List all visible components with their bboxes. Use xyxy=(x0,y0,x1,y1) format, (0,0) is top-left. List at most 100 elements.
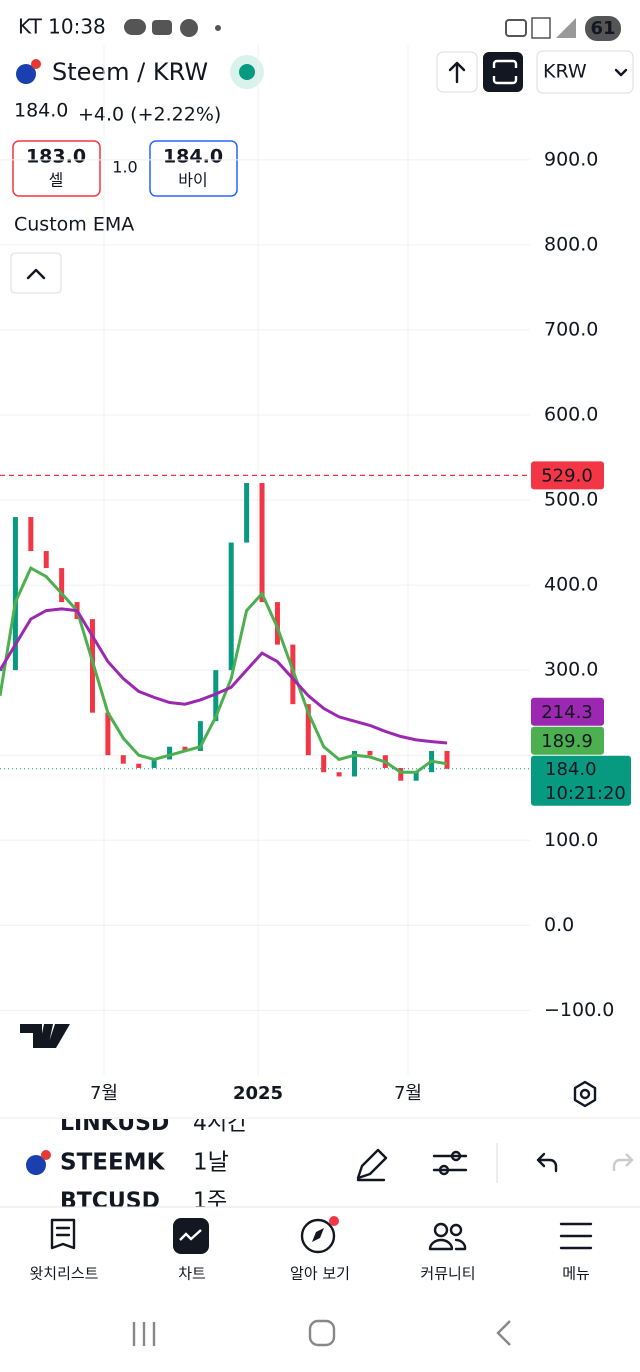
candle xyxy=(167,746,173,760)
candle xyxy=(336,772,342,777)
badge xyxy=(329,1216,339,1226)
icon xyxy=(448,61,466,84)
price-line-label: 529.0 xyxy=(541,465,593,486)
nav-label[interactable]: 알아 보기 xyxy=(290,1265,350,1283)
y-tick-label: 500.0 xyxy=(544,489,598,511)
countdown: 10:21:20 xyxy=(545,783,626,804)
flag xyxy=(41,1150,51,1160)
candle xyxy=(367,750,373,756)
currency: KRW xyxy=(543,61,587,83)
settings-button[interactable] xyxy=(573,1080,597,1108)
candle xyxy=(244,483,250,543)
candle xyxy=(28,517,34,552)
candle xyxy=(12,517,18,671)
nav-label[interactable]: 차트 xyxy=(178,1265,206,1283)
y-tick-label: 400.0 xyxy=(544,574,598,596)
sell-price: 183.0 xyxy=(26,146,86,168)
system-nav xyxy=(132,1319,511,1347)
spread: 1.0 xyxy=(112,158,137,177)
last-price-bg xyxy=(531,755,631,806)
candle xyxy=(197,721,203,751)
draw-button[interactable] xyxy=(356,1148,388,1182)
nav-icon xyxy=(300,1218,336,1254)
status-icons xyxy=(124,17,576,39)
fullscreen-button[interactable] xyxy=(483,52,523,92)
last-price-label: 184.0 xyxy=(545,759,597,780)
y-tick-label: 300.0 xyxy=(544,659,598,681)
icon xyxy=(450,1150,462,1162)
price-change: +4.0 (+2.22%) xyxy=(78,104,221,126)
icon xyxy=(26,268,46,280)
y-tick-label: 900.0 xyxy=(544,148,598,170)
candle xyxy=(228,542,234,671)
candle xyxy=(151,759,157,768)
candle xyxy=(182,746,188,751)
candle xyxy=(321,755,327,773)
market-dot xyxy=(239,64,255,80)
candle xyxy=(43,551,49,569)
chart: −100.0 0.0 100.0 300.0 400.0 500.0 600.0 700.0 8… xyxy=(0,45,631,1104)
last-price: 184.0 xyxy=(14,100,68,122)
nav-icon xyxy=(559,1222,593,1250)
y-tick-label: 100.0 xyxy=(544,829,598,851)
nav-icon xyxy=(428,1222,467,1251)
x-tick-label: 7월 xyxy=(90,1083,118,1104)
candle xyxy=(105,712,111,756)
symbol[interactable]: STEEMK xyxy=(60,1150,166,1176)
icon xyxy=(438,1164,450,1176)
icon xyxy=(614,68,628,77)
prev-symbol: LINKUSD xyxy=(60,1111,169,1136)
x-tick-label: 7월 xyxy=(394,1083,422,1104)
candle xyxy=(274,602,280,645)
price-line-label-bg xyxy=(531,461,604,490)
nav-label[interactable]: 커뮤니티 xyxy=(420,1265,475,1283)
buy-price: 184.0 xyxy=(163,146,223,168)
nav-icon xyxy=(50,1218,76,1250)
candle xyxy=(213,670,219,722)
collapse-button[interactable] xyxy=(10,252,62,294)
nav-label[interactable]: 메뉴 xyxy=(562,1265,590,1283)
icon xyxy=(179,1229,202,1241)
candle xyxy=(259,483,265,603)
candle xyxy=(136,763,142,768)
candle xyxy=(305,704,311,756)
buy-button[interactable] xyxy=(149,140,238,197)
candle xyxy=(398,767,404,781)
next-interval: 1주 xyxy=(193,1189,227,1214)
sell-button[interactable] xyxy=(12,140,101,197)
tv-logo xyxy=(20,1024,70,1048)
ema-line xyxy=(0,566,448,774)
bottom-nav: 왓치리스트 차트 알아 보기 커뮤니티 메뉴 xyxy=(29,1265,589,1283)
undo-button[interactable] xyxy=(536,1152,558,1173)
symbol-title[interactable]: Steem / KRW xyxy=(52,58,208,86)
currency-select[interactable] xyxy=(536,50,634,94)
battery xyxy=(585,16,621,41)
battery-level: 61 xyxy=(590,18,615,39)
icon xyxy=(579,1088,591,1100)
status-time: KT 10:38 xyxy=(18,15,106,39)
buy-label: 바이 xyxy=(178,171,207,190)
series-label: 189.9 xyxy=(541,731,593,752)
series-label: 214.3 xyxy=(541,702,593,723)
next-symbol: BTCUSD xyxy=(60,1189,160,1214)
series-label-bg xyxy=(531,697,604,726)
indicator-name[interactable]: Custom EMA xyxy=(14,214,134,236)
nav-label[interactable]: 왓치리스트 xyxy=(29,1265,98,1283)
indicator-button[interactable] xyxy=(432,1154,468,1172)
y-tick-label: −100.0 xyxy=(544,999,614,1021)
y-tick-label: 600.0 xyxy=(544,403,598,425)
redo-button[interactable] xyxy=(612,1153,634,1171)
candle xyxy=(352,750,358,777)
interval[interactable]: 1날 xyxy=(193,1150,229,1176)
candle xyxy=(120,755,126,764)
icon xyxy=(492,59,518,85)
y-tick-label: 0.0 xyxy=(544,914,574,936)
candle xyxy=(59,568,65,603)
prev-interval: 4시간 xyxy=(193,1111,247,1136)
y-tick-label: 700.0 xyxy=(544,318,598,340)
ema-line xyxy=(0,607,448,745)
series-label-bg xyxy=(531,726,604,755)
candle xyxy=(413,772,419,781)
